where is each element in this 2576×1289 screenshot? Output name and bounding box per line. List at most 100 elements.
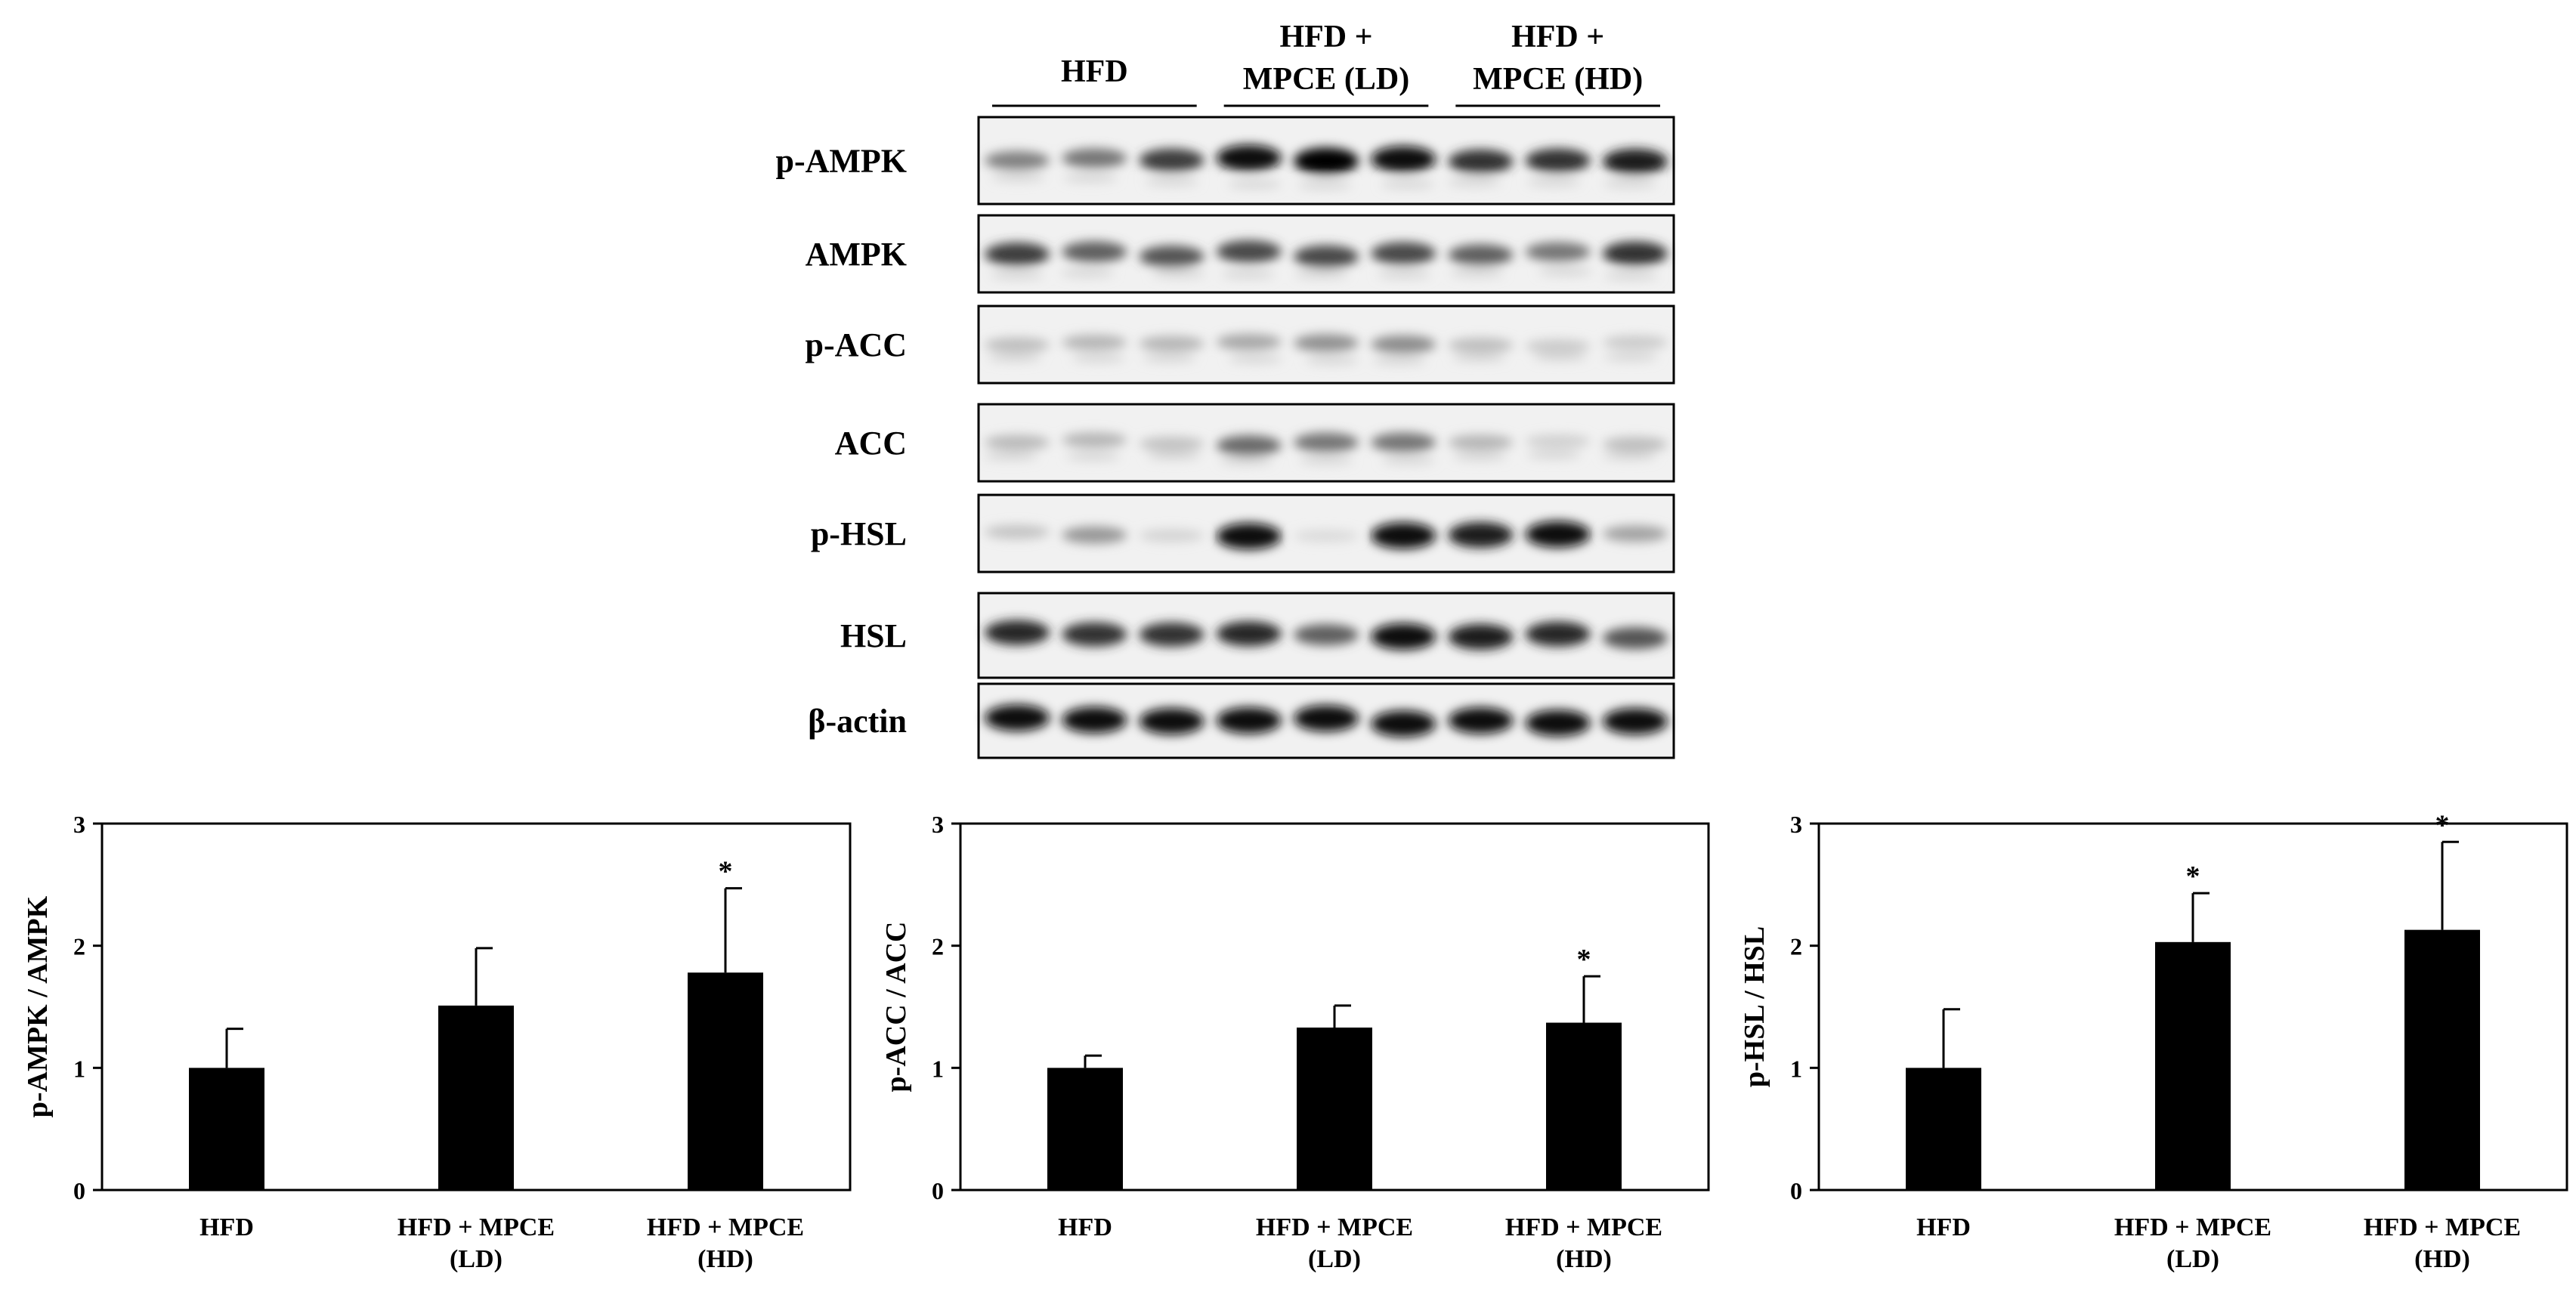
blot-background-smear — [987, 353, 1042, 363]
blot-row-label: p-HSL — [811, 515, 907, 552]
y-axis-label: p-AMPK / AMPK — [22, 895, 54, 1117]
blot-band — [1371, 335, 1436, 354]
error-bar — [1333, 1004, 1351, 1028]
blot-row-label: p-ACC — [806, 326, 907, 363]
y-tick-label: 0 — [73, 1177, 85, 1204]
blot-band — [1216, 707, 1282, 734]
blot-background-smear — [1142, 354, 1197, 363]
x-category-label: HFD + MPCE — [1256, 1213, 1413, 1241]
blot-band — [1448, 623, 1514, 650]
blot-band — [1371, 146, 1436, 173]
blot-band — [985, 434, 1050, 450]
blot-row-label: HSL — [840, 617, 907, 654]
y-tick-label: 2 — [73, 933, 85, 960]
blot-background-smear — [1526, 450, 1582, 460]
blot-band — [1448, 338, 1514, 353]
blot-band — [985, 704, 1050, 731]
blot-bands — [985, 144, 1668, 190]
blot-band — [1294, 147, 1359, 175]
blot-band — [1448, 244, 1514, 266]
blot-bands — [985, 620, 1668, 650]
blot-background-smear — [1372, 356, 1427, 366]
blot-band — [1525, 621, 1591, 647]
blot-background-smear — [1063, 173, 1118, 183]
blot-band — [1216, 144, 1282, 172]
error-bar — [225, 1028, 243, 1068]
blot-band — [1448, 434, 1514, 450]
blot-group-header: HFD + MPCE (LD) — [1223, 20, 1429, 107]
blot-band — [1294, 334, 1359, 352]
blot-band — [1602, 148, 1668, 175]
blot-band — [1448, 707, 1514, 734]
blot-band — [1062, 335, 1127, 351]
blot-band — [1062, 148, 1127, 168]
y-tick-label: 0 — [932, 1177, 944, 1204]
blot-background-smear — [1603, 179, 1657, 189]
blot-background-smear — [1603, 270, 1659, 280]
blot-bands — [985, 521, 1668, 550]
blot-row-label: AMPK — [806, 236, 907, 273]
blot-band — [985, 337, 1050, 353]
blot-band — [1371, 522, 1436, 549]
bar — [1297, 1027, 1372, 1190]
blot-bands — [985, 240, 1668, 280]
blot-band — [1139, 148, 1205, 172]
x-category-label: (LD) — [450, 1245, 503, 1273]
bar-chart-p-acc-acc: 0 1 2 3 p-ACC / ACC HFD HFD + MPCE (LD) * HFD + M… — [858, 793, 1717, 1284]
blot-band — [1602, 241, 1668, 266]
western-blot-panel: HFD HFD + MPCE (LD) HFD + MPCE (HD) p-AMPK AM… — [775, 20, 1675, 759]
blot-band — [1216, 621, 1282, 647]
blot-band — [1371, 710, 1436, 737]
bar — [2404, 929, 2480, 1190]
blot-background-smear — [1294, 270, 1349, 279]
blot-background-smear — [1072, 354, 1126, 363]
bar — [688, 972, 763, 1190]
bar — [189, 1068, 264, 1190]
blot-background-smear — [1450, 268, 1504, 278]
x-category-label: (HD) — [697, 1245, 753, 1273]
blot-background-smear — [1377, 270, 1432, 279]
blot-background-smear — [991, 173, 1046, 182]
blot-group-header: HFD + MPCE (HD) — [1455, 20, 1660, 107]
bar — [1546, 1022, 1622, 1190]
blot-row: p-AMPK — [775, 116, 1675, 206]
blot-background-smear — [1603, 352, 1659, 362]
significance-marker: * — [1577, 944, 1591, 975]
blot-rows: p-AMPK AMPK p-ACC ACC p-HSL HSL β-actin — [775, 116, 1675, 759]
blot-bands — [984, 432, 1668, 466]
blot-band — [1216, 523, 1282, 550]
blot-group-label: HFD + — [1279, 20, 1372, 54]
significance-marker: * — [2186, 861, 2200, 892]
blot-band — [1062, 622, 1127, 647]
blot-background-smear — [1220, 270, 1276, 279]
x-category-label: HFD — [1916, 1213, 1971, 1241]
error-bar — [475, 947, 493, 1006]
blot-band — [1525, 148, 1591, 173]
bar-chart-p-ampk-ampk: 0 1 2 3 p-AMPK / AMPK HFD HFD + MPCE (LD) * HFD +… — [0, 793, 858, 1284]
blot-band — [1062, 241, 1127, 263]
blot-background-smear — [1304, 356, 1359, 366]
blot-background-smear — [1532, 352, 1588, 362]
blot-bands — [985, 704, 1668, 737]
blot-band — [1448, 149, 1514, 174]
blot-band — [1525, 242, 1591, 262]
y-tick-label: 3 — [73, 811, 85, 838]
blot-background-smear — [1152, 269, 1206, 279]
bar — [438, 1005, 514, 1190]
blot-band — [1602, 627, 1668, 650]
blot-row-label: β-actin — [808, 703, 907, 740]
x-category-label: HFD + MPCE — [1505, 1213, 1662, 1241]
blot-band — [1139, 622, 1205, 647]
blot-band — [1139, 246, 1205, 268]
blot-row: HSL — [840, 592, 1675, 679]
blot-background-smear — [1227, 180, 1282, 189]
blot-row-label: ACC — [835, 425, 907, 462]
blot-band — [1139, 529, 1205, 542]
error-bar — [2191, 892, 2210, 942]
x-category-label: HFD + MPCE — [2364, 1213, 2521, 1241]
blot-band — [1525, 521, 1591, 548]
blot-bands — [985, 333, 1668, 366]
x-category-label: HFD + MPCE — [2114, 1213, 2271, 1241]
blot-group-header: HFD — [992, 54, 1197, 107]
blot-band — [1139, 436, 1205, 452]
